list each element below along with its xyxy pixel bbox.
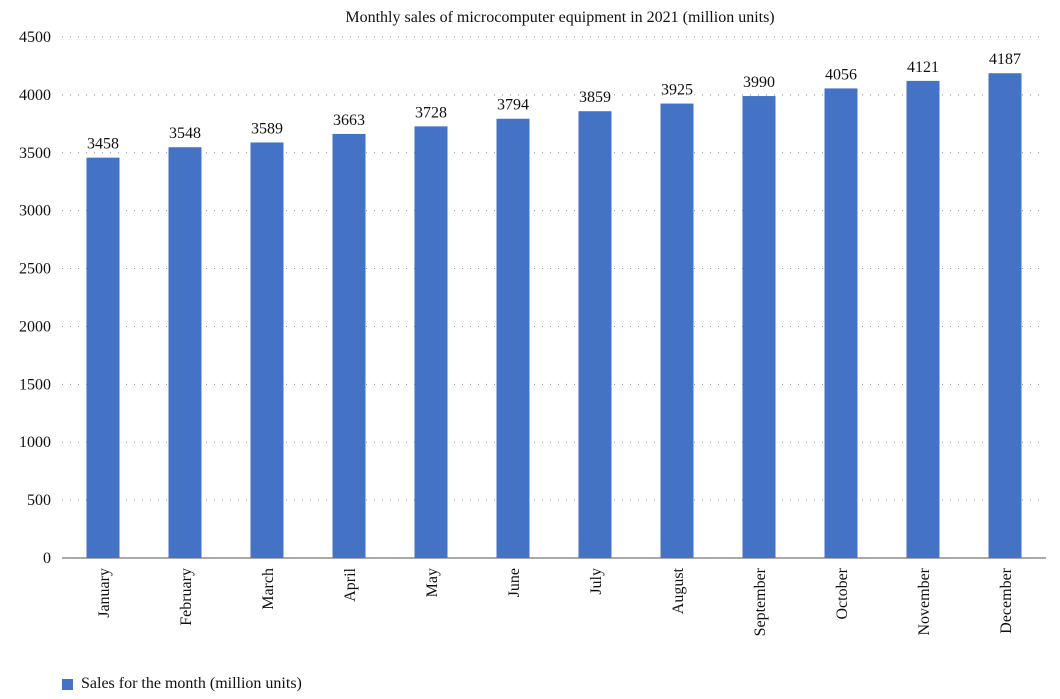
legend-label: Sales for the month (million units) (81, 675, 302, 692)
bar (906, 80, 940, 559)
data-label: 3859 (579, 89, 611, 106)
x-tick-label: December (998, 567, 1015, 633)
data-label: 3663 (333, 112, 365, 129)
chart-title: Monthly sales of microcomputer equipment… (345, 9, 774, 26)
y-tick-label: 500 (27, 492, 51, 509)
bar (86, 157, 120, 558)
legend-swatch (62, 678, 73, 690)
bar (742, 96, 776, 559)
y-tick-label: 1500 (19, 376, 51, 393)
bar-chart: Monthly sales of microcomputer equipment… (19, 9, 1046, 636)
x-tick-label: January (96, 568, 113, 618)
x-tick-label: February (178, 568, 195, 626)
bar (250, 142, 284, 558)
y-tick-label: 2000 (19, 318, 51, 335)
y-tick-label: 4000 (19, 87, 51, 104)
data-label: 4121 (907, 59, 939, 76)
y-tick-label: 4500 (19, 29, 51, 46)
data-label: 3728 (415, 104, 447, 121)
y-tick-label: 0 (43, 550, 51, 567)
x-tick-label: April (342, 567, 359, 601)
data-label: 3925 (661, 82, 693, 99)
bar (168, 147, 202, 558)
data-label: 3794 (497, 97, 529, 114)
x-tick-label: March (260, 568, 277, 610)
data-label: 3458 (87, 136, 119, 153)
bar (332, 133, 366, 558)
data-labels: 3458 3548 3589 3663 3728 3794 3859 3925 3990 4056… (87, 51, 1021, 152)
bar (578, 111, 612, 558)
y-tick-label: 3000 (19, 203, 51, 220)
y-tick-label: 3500 (19, 145, 51, 162)
data-label: 4187 (989, 51, 1021, 68)
x-tick-label: November (916, 567, 933, 635)
x-tick-label: May (424, 568, 441, 597)
data-label: 3548 (169, 125, 201, 142)
y-tick-label: 2500 (19, 261, 51, 278)
bar (988, 73, 1022, 559)
data-label: 3589 (251, 120, 283, 137)
legend: Sales for the month (million units) (62, 675, 302, 693)
data-label: 4056 (825, 66, 857, 83)
bar (660, 103, 694, 559)
x-tick-label: June (506, 568, 523, 597)
bars (86, 73, 1022, 559)
gridlines (62, 36, 1046, 501)
x-tick-label: July (588, 568, 605, 595)
axes: 0 500 1000 1500 2000 2500 3000 3500 4000 4500 Janu… (19, 29, 1046, 636)
y-tick-label: 1000 (19, 434, 51, 451)
x-tick-label: August (670, 567, 687, 614)
x-tick-label: October (834, 567, 851, 619)
bar (414, 126, 448, 559)
data-label: 3990 (743, 74, 775, 91)
bar (496, 118, 530, 559)
x-tick-label: September (752, 567, 769, 636)
bar (824, 88, 858, 558)
